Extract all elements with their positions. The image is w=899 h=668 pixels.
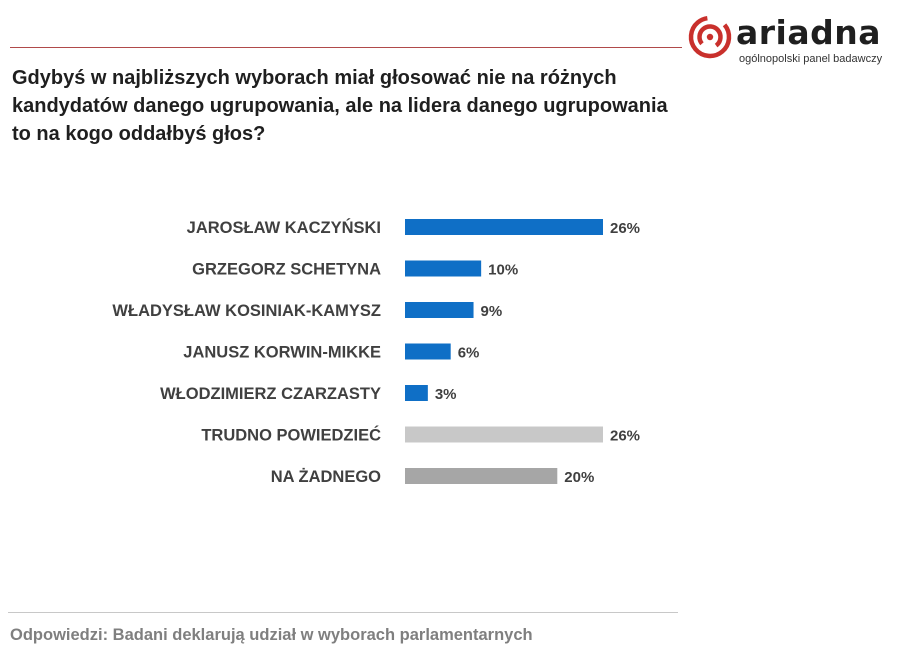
value-label: 6% — [458, 345, 480, 362]
question-line: kandydatów danego ugrupowania, ale na li… — [12, 95, 668, 117]
bar — [405, 468, 558, 484]
value-label: 20% — [564, 469, 594, 486]
bar — [405, 219, 603, 235]
value-label: 10% — [488, 262, 518, 279]
value-label: 3% — [435, 386, 457, 403]
value-label: 26% — [610, 220, 640, 237]
header-rule — [10, 47, 682, 48]
brand-name: ariadna — [736, 13, 882, 52]
bar — [405, 343, 451, 360]
category-label: JANUSZ KORWIN-MIKKE — [183, 344, 381, 362]
value-label: 9% — [481, 303, 503, 320]
value-label: 26% — [610, 428, 640, 445]
category-label: TRUDNO POWIEDZIEĆ — [201, 426, 381, 445]
footer-rule — [8, 612, 678, 613]
footnote: Odpowiedzi: Badani deklarują udział w wy… — [10, 626, 533, 644]
bar — [405, 385, 428, 401]
survey-question: Gdybyś w najbliższych wyborach miał głos… — [12, 64, 692, 148]
bar-chart: JAROSŁAW KACZYŃSKI 26% GRZEGORZ SCHETYNA 10… — [112, 218, 640, 486]
question-line: to na kogo oddałbyś głos? — [12, 123, 266, 145]
ariadna-logo: ariadna ogólnopolski panel badawczy — [688, 10, 893, 68]
brand-tagline: ogólnopolski panel badawczy — [739, 53, 883, 65]
category-label: WŁODZIMIERZ CZARZASTY — [160, 385, 381, 403]
ariadna-spiral-icon — [688, 15, 732, 59]
category-label: NA ŻADNEGO — [271, 468, 381, 486]
bar — [405, 426, 603, 443]
question-line: Gdybyś w najbliższych wyborach miał głos… — [12, 67, 617, 89]
category-label: GRZEGORZ SCHETYNA — [192, 261, 381, 279]
category-label: WŁADYSŁAW KOSINIAK-KAMYSZ — [112, 302, 381, 320]
bar — [405, 302, 474, 318]
bar — [405, 260, 482, 277]
category-label: JAROSŁAW KACZYŃSKI — [187, 218, 381, 237]
